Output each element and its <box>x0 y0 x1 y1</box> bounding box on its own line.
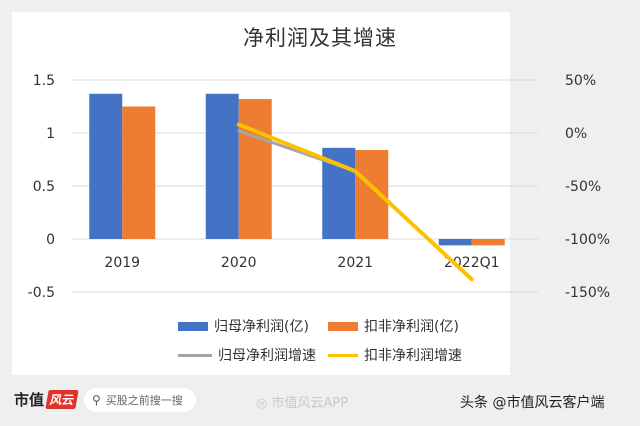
legend-swatch <box>328 321 358 331</box>
y2-tick-label: -100% <box>565 232 610 248</box>
x-tick-label: 2019 <box>104 255 140 271</box>
legend-item-series-1: 归母净利润(亿) <box>178 316 309 336</box>
legend-label: 扣非净利润(亿) <box>364 319 459 335</box>
legend-label: 归母净利润(亿) <box>214 319 309 335</box>
bar-归母净利润(亿) <box>89 93 123 239</box>
y2-tick-label: -50% <box>565 179 601 195</box>
legend-swatch <box>178 353 212 357</box>
logo-text: 市值 <box>14 391 45 409</box>
legend-item-series-4: 扣非净利润增速 <box>328 345 462 365</box>
legend-swatch <box>178 321 208 331</box>
weibo-watermark: ◎ 市值风云APP <box>256 392 348 411</box>
y2-tick-label: 50% <box>565 73 596 89</box>
legend-item-series-3: 归母净利润增速 <box>178 345 316 365</box>
legend-label: 归母净利润增速 <box>218 348 316 364</box>
search-icon: ⚲ <box>92 393 101 407</box>
y-tick-label: 1.5 <box>33 73 55 89</box>
weibo-icon: ◎ <box>256 396 268 411</box>
x-tick-label: 2021 <box>337 255 373 271</box>
y-tick-label: 0.5 <box>33 179 55 195</box>
bar-扣非净利润(亿) <box>471 239 505 246</box>
bar-归母净利润(亿) <box>205 93 239 239</box>
footer-bar: 市值 风云 ⚲ 买股之前搜一搜 ◎ 市值风云APP 头条 @市值风云客户端 <box>0 380 640 426</box>
x-tick-label: 2020 <box>221 255 257 271</box>
chart-title: 净利润及其增速 <box>243 26 397 50</box>
legend-item-series-2: 扣非净利润(亿) <box>328 316 459 336</box>
weibo-text: 市值风云APP <box>271 396 349 411</box>
y-tick-label: 0 <box>46 232 55 248</box>
bar-归母净利润(亿) <box>438 239 472 246</box>
chart-plot: 1.5 1 0.5 0 -0.5 50% 0% -50% -100% -150% 2019 2020 2… <box>28 73 610 301</box>
search-placeholder: 买股之前搜一搜 <box>105 394 183 407</box>
bar-扣非净利润(亿) <box>238 99 272 239</box>
y-tick-label: 1 <box>46 126 55 142</box>
legend-label: 扣非净利润增速 <box>364 348 462 364</box>
y2-tick-label: -150% <box>565 285 610 301</box>
brand-logo: 市值 风云 <box>14 389 79 410</box>
logo-badge: 风云 <box>45 390 79 409</box>
toutiao-credit: 头条 @市值风云客户端 <box>460 395 605 411</box>
bar-扣非净利润(亿) <box>122 106 156 239</box>
y2-tick-label: 0% <box>565 126 587 142</box>
y-tick-label: -0.5 <box>28 285 55 301</box>
line-扣非净利润增速 <box>236 122 474 282</box>
search-box[interactable]: ⚲ 买股之前搜一搜 <box>84 388 196 412</box>
legend-swatch <box>328 353 358 357</box>
